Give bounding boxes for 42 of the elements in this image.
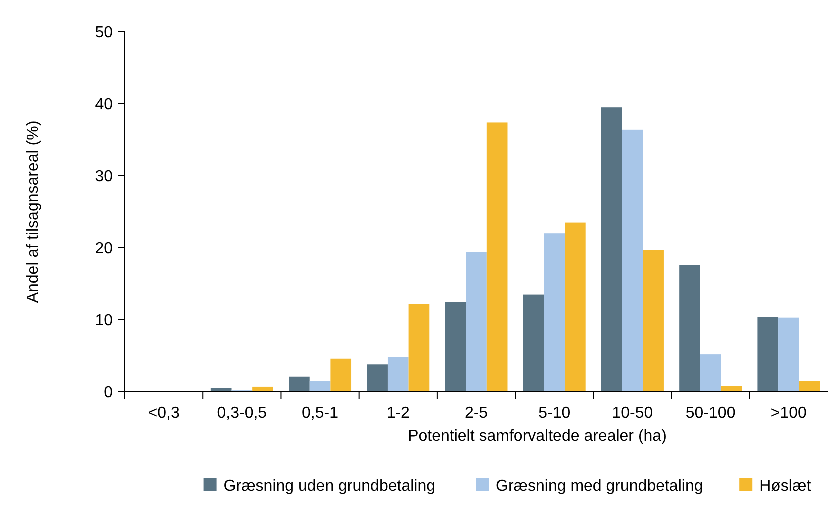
bar (700, 354, 722, 392)
x-tick-label: >100 (770, 405, 808, 422)
bar (486, 122, 508, 392)
x-tick-label: 50-100 (686, 405, 736, 422)
x-tick-label: 5-10 (538, 405, 571, 422)
bar (367, 364, 388, 392)
y-tick-label: 0 (104, 384, 114, 402)
x-tick-label: 10-50 (612, 405, 654, 422)
bar (778, 318, 800, 392)
bar (330, 358, 352, 392)
x-tick-label: 2-5 (464, 405, 488, 422)
bar (721, 386, 742, 392)
bar (680, 265, 700, 392)
y-axis-title: Andel af tilsagnsareal (%) (25, 120, 42, 304)
x-axis-title: Potentielt samforvaltede arealer (ha) (408, 428, 667, 445)
bar (565, 222, 586, 392)
x-tick-label: 0,5-1 (302, 405, 339, 422)
bar (466, 252, 487, 392)
bar (643, 250, 664, 392)
bar (758, 317, 779, 392)
legend-label: Græsning med grundbetaling (496, 478, 704, 495)
bar (408, 304, 430, 392)
bar (310, 381, 331, 392)
y-tick-label: 10 (95, 312, 114, 330)
bar (601, 108, 622, 392)
bar (289, 376, 310, 392)
bar (445, 302, 466, 392)
bar (799, 381, 820, 392)
x-tick-label: <0,3 (148, 405, 180, 422)
bar (523, 294, 544, 392)
legend-label: Høslæt (760, 478, 812, 495)
y-tick-label: 20 (95, 240, 114, 258)
y-tick-label: 30 (95, 168, 114, 186)
x-tick-label: 1-2 (386, 405, 410, 422)
bar (622, 130, 644, 392)
bar (388, 357, 409, 392)
bar (544, 234, 566, 392)
y-tick-label: 40 (95, 96, 114, 114)
x-tick-label: 0,3-0,5 (217, 405, 268, 422)
y-tick-label: 50 (95, 24, 114, 42)
bar (252, 386, 274, 392)
legend-label: Græsning uden grundbetaling (224, 478, 436, 495)
